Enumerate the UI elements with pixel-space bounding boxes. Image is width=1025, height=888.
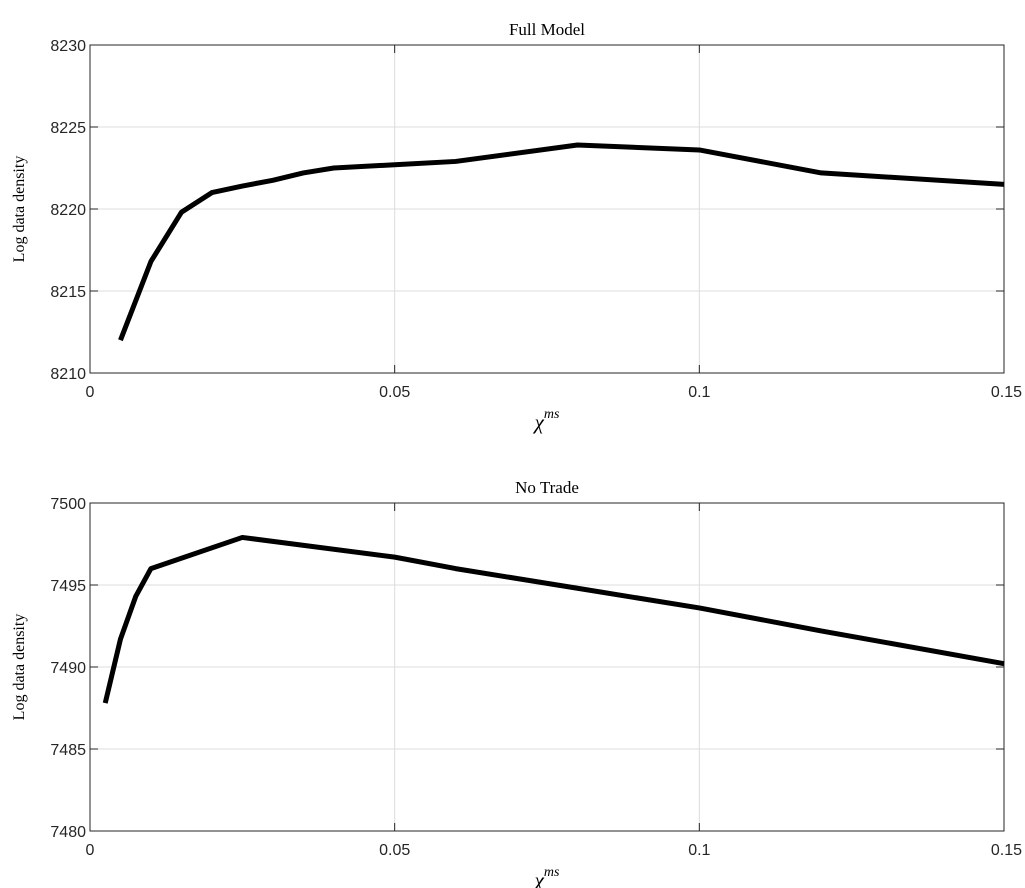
- no-trade-y-axis-label: Log data density: [11, 614, 28, 721]
- full-model-x-tick-label: 0.05: [379, 384, 410, 401]
- no-trade-x-axis-label-base: χ: [533, 868, 545, 888]
- full-model-series-line: [118, 142, 1005, 342]
- no-trade-plot: 0 0.05 0.1 0.15 7480 7485 7490 7495 7500 No Trade…: [11, 478, 1022, 888]
- no-trade-y-tick-label: 7480: [50, 824, 86, 841]
- full-model-y-tick-label: 8225: [50, 120, 86, 137]
- full-model-x-tick-label: 0.15: [991, 384, 1022, 401]
- full-model-y-tick-label: 8230: [50, 38, 86, 55]
- full-model-title: Full Model: [509, 20, 585, 39]
- full-model-x-axis-label-base: χ: [533, 410, 545, 434]
- full-model-plot: 0 0.05 0.1 0.15 8210 8215 8220 8225 8230 Full Mod…: [11, 20, 1022, 434]
- no-trade-y-tick-label: 7500: [50, 496, 86, 513]
- full-model-y-tick-label: 8220: [50, 202, 86, 219]
- full-model-x-tick-label: 0: [86, 384, 95, 401]
- no-trade-y-tick-label: 7485: [50, 742, 86, 759]
- full-model-x-axis-label-sup: ms: [544, 407, 560, 422]
- no-trade-y-tick-label: 7495: [50, 578, 86, 595]
- full-model-y-tick-label: 8210: [50, 366, 86, 383]
- full-model-x-axis-label: χms: [533, 407, 560, 434]
- no-trade-x-tick-label: 0.1: [688, 842, 710, 859]
- no-trade-x-tick-label: 0: [86, 842, 95, 859]
- full-model-x-tick-label: 0.1: [688, 384, 710, 401]
- full-model-y-axis-label: Log data density: [11, 156, 28, 263]
- no-trade-x-tick-label: 0.15: [991, 842, 1022, 859]
- no-trade-y-tick-label: 7490: [50, 660, 86, 677]
- no-trade-title: No Trade: [515, 478, 579, 497]
- no-trade-x-tick-label: 0.05: [379, 842, 410, 859]
- no-trade-series-line: [102, 534, 1005, 704]
- no-trade-x-axis-label: χms: [533, 865, 560, 888]
- no-trade-x-axis-label-sup: ms: [544, 865, 560, 880]
- full-model-y-tick-label: 8215: [50, 284, 86, 301]
